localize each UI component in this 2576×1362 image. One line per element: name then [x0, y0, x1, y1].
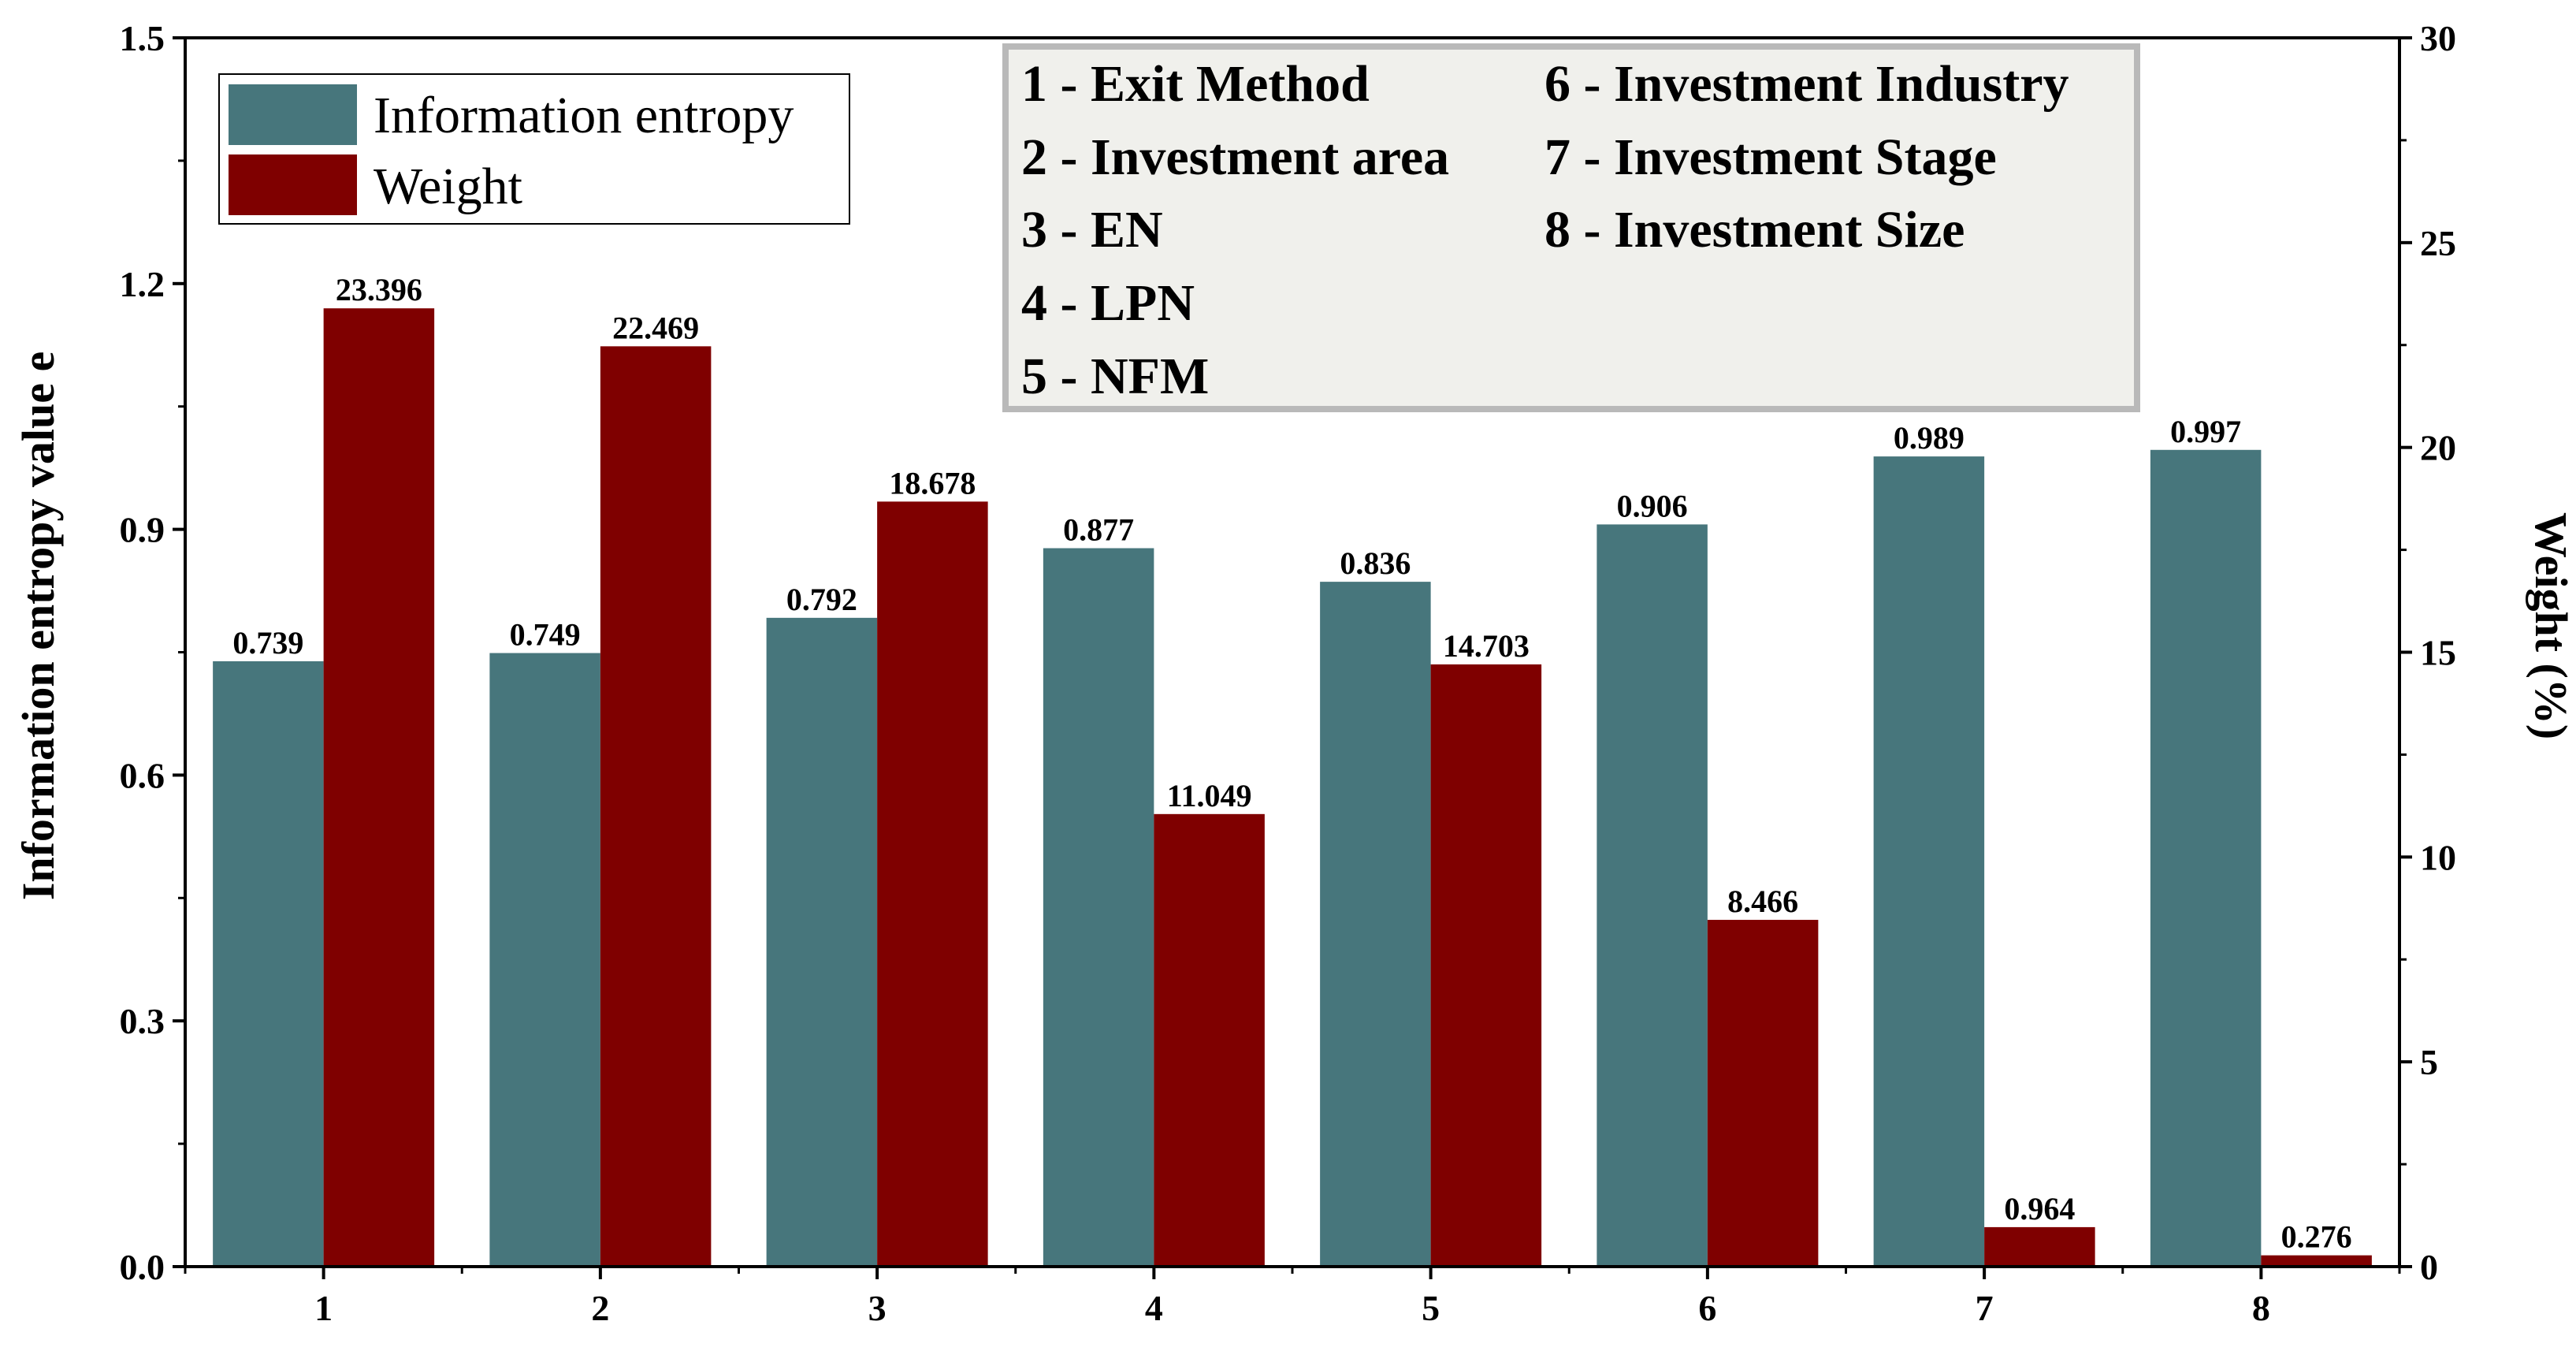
y2-tick-label: 5 [2420, 1042, 2438, 1082]
x-tick-label-8: 8 [2252, 1288, 2270, 1328]
legend-label-weight: Weight [374, 158, 522, 215]
entropy-value-label-3: 0.792 [786, 582, 857, 617]
y2-axis-title: Weight (%) [2526, 512, 2576, 739]
entropy-value-label-2: 0.749 [510, 617, 581, 653]
weight-bar-2 [600, 346, 712, 1267]
weight-value-label-2: 22.469 [612, 310, 699, 345]
entropy-bar-3 [766, 617, 878, 1267]
category-key-line-8: 8 - Investment Size [1544, 201, 1965, 259]
entropy-value-label-7: 0.989 [1894, 420, 1965, 456]
entropy-value-label-8: 0.997 [2170, 414, 2241, 449]
category-key-line-4: 4 - LPN [1021, 274, 1195, 332]
y2-tick-label: 10 [2420, 837, 2456, 877]
entropy-bar-2 [489, 653, 600, 1267]
weight-bar-6 [1707, 920, 1819, 1267]
entropy-bar-8 [2150, 449, 2262, 1267]
entropy-value-label-6: 0.906 [1617, 488, 1688, 523]
legend: Information entropy Weight [218, 73, 850, 225]
x-tick-label-6: 6 [1698, 1288, 1716, 1328]
weight-value-label-7: 0.964 [2004, 1191, 2075, 1226]
axes-layer: 0.0 0.3 0.6 0.9 1.2 1.5 0 5 10 15 20 25 30 1 2 3 4 5 6 7 8 [120, 18, 2457, 1328]
weight-value-label-8: 0.276 [2281, 1219, 2352, 1255]
weight-bar-7 [1984, 1226, 2095, 1267]
y-tick-label: 0.0 [120, 1247, 165, 1287]
legend-swatch-weight [229, 154, 357, 215]
weight-value-label-5: 14.703 [1443, 628, 1530, 664]
entropy-bar-4 [1043, 548, 1154, 1267]
category-key-line-7: 7 - Investment Stage [1544, 128, 1997, 186]
legend-label-entropy: Information entropy [374, 87, 794, 144]
y2-tick-label: 20 [2420, 428, 2456, 468]
y-tick-label: 0.3 [120, 1001, 165, 1041]
x-tick-label-3: 3 [868, 1288, 887, 1328]
x-tick-label-4: 4 [1145, 1288, 1163, 1328]
entropy-value-label-1: 0.739 [232, 625, 303, 661]
y-tick-label: 1.5 [120, 18, 165, 58]
y2-tick-label: 15 [2420, 633, 2456, 673]
y-tick-label: 1.2 [120, 264, 165, 304]
category-key-line-6: 6 - Investment Industry [1544, 55, 2069, 113]
category-key-line-1: 1 - Exit Method [1021, 55, 1370, 113]
category-key-line-2: 2 - Investment area [1021, 128, 1449, 186]
data-labels-layer: 0.739 0.749 0.792 0.877 0.836 0.906 0.989 0.997… [232, 272, 2351, 1254]
weight-bar-5 [1430, 664, 1542, 1267]
y2-tick-label: 25 [2420, 223, 2456, 263]
category-key-line-5: 5 - NFM [1021, 348, 1209, 405]
y-tick-label: 0.9 [120, 510, 165, 550]
x-tick-label-7: 7 [1976, 1288, 1994, 1328]
y-axis-title: Information entropy value e [13, 352, 64, 901]
weight-bar-3 [877, 501, 988, 1267]
x-tick-label-1: 1 [314, 1288, 333, 1328]
weight-bar-1 [323, 308, 435, 1267]
entropy-bar-6 [1597, 524, 1708, 1267]
category-key-frame [1002, 43, 2140, 412]
entropy-value-label-4: 0.877 [1063, 512, 1134, 548]
x-tick-label-5: 5 [1422, 1288, 1440, 1328]
weight-value-label-6: 8.466 [1727, 884, 1798, 919]
bars-layer [213, 308, 2372, 1267]
entropy-bar-7 [1873, 456, 1985, 1267]
category-key-line-3: 3 - EN [1021, 201, 1163, 259]
weight-value-label-3: 18.678 [889, 465, 976, 501]
weight-bar-4 [1154, 813, 1265, 1267]
category-key-box: 1 - Exit Method 2 - Investment area 3 - … [1002, 43, 2140, 412]
weight-bar-8 [2261, 1255, 2372, 1267]
y2-tick-label: 0 [2420, 1247, 2438, 1287]
weight-value-label-4: 11.049 [1167, 778, 1252, 813]
weight-value-label-1: 23.396 [336, 272, 422, 307]
x-tick-label-2: 2 [591, 1288, 609, 1328]
entropy-bar-5 [1320, 582, 1431, 1267]
legend-swatch-entropy [229, 84, 357, 145]
entropy-bar-1 [213, 661, 324, 1267]
y2-tick-label: 30 [2420, 18, 2456, 58]
y-tick-label: 0.6 [120, 755, 165, 795]
entropy-value-label-5: 0.836 [1340, 545, 1411, 581]
